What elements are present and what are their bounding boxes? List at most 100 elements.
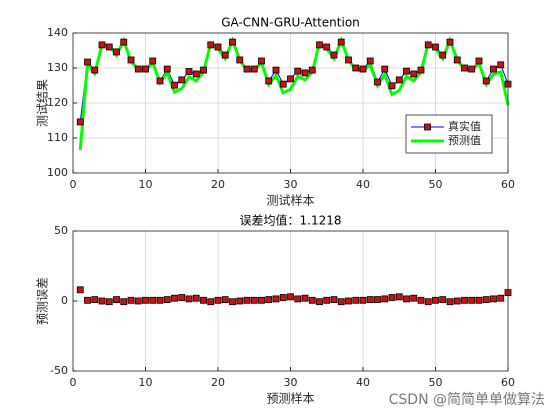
marker — [272, 66, 280, 74]
x-tick-label: 60 — [501, 178, 515, 191]
marker — [366, 296, 374, 304]
y-tick-label: -50 — [50, 364, 68, 377]
marker — [475, 296, 483, 304]
marker — [142, 296, 149, 304]
marker — [424, 41, 432, 49]
marker — [381, 65, 389, 73]
marker — [308, 296, 316, 304]
x-tick-label: 60 — [501, 376, 515, 389]
marker — [330, 296, 338, 304]
marker — [84, 296, 91, 304]
marker — [265, 296, 273, 304]
marker — [410, 294, 418, 302]
marker — [163, 65, 171, 73]
marker — [482, 77, 490, 85]
marker — [192, 294, 200, 302]
marker — [221, 51, 229, 59]
marker — [149, 296, 157, 304]
x-tick-label: 0 — [70, 376, 77, 389]
marker — [410, 70, 418, 78]
marker — [113, 48, 120, 56]
x-tick-label: 20 — [211, 376, 225, 389]
marker — [395, 293, 403, 301]
marker — [461, 64, 468, 72]
marker — [98, 41, 106, 49]
marker — [468, 296, 476, 304]
marker — [490, 65, 497, 73]
marker — [76, 286, 84, 294]
marker — [142, 65, 149, 73]
x-tick-label: 50 — [429, 376, 443, 389]
marker — [127, 296, 135, 304]
marker — [316, 41, 323, 49]
x-tick-label: 10 — [139, 376, 153, 389]
marker — [497, 61, 505, 69]
x-axis-label: 预测样本 — [266, 391, 314, 406]
marker — [163, 296, 171, 304]
marker — [185, 295, 193, 303]
marker — [352, 64, 360, 72]
marker — [359, 296, 367, 304]
legend-label: 预测值 — [448, 134, 481, 147]
marker — [287, 293, 294, 301]
marker — [214, 296, 222, 304]
marker — [207, 298, 215, 306]
marker — [446, 298, 454, 306]
x-tick-label: 40 — [356, 178, 370, 191]
marker — [294, 67, 302, 75]
marker — [323, 43, 331, 51]
marker — [156, 77, 164, 85]
marker — [178, 294, 186, 301]
marker — [323, 296, 331, 304]
marker — [403, 295, 410, 303]
marker — [337, 298, 345, 306]
marker — [308, 66, 316, 74]
y-tick-label: 120 — [47, 96, 68, 109]
marker — [258, 57, 265, 65]
marker — [403, 67, 410, 75]
marker — [134, 297, 142, 305]
marker — [374, 78, 381, 86]
legend-label: 真实值 — [448, 119, 481, 133]
y-tick-label: 130 — [47, 61, 68, 74]
marker — [453, 56, 461, 64]
marker — [229, 38, 236, 46]
marker — [432, 296, 439, 304]
marker — [236, 56, 244, 64]
marker — [171, 294, 178, 302]
marker — [243, 65, 251, 73]
marker — [98, 297, 106, 305]
marker — [395, 76, 403, 84]
axes-box — [72, 230, 509, 372]
marker — [200, 296, 207, 304]
marker — [301, 294, 309, 302]
chart-title: GA-CNN-GRU-Attention — [221, 16, 360, 30]
marker — [120, 38, 128, 46]
marker — [229, 298, 236, 306]
marker — [84, 58, 91, 66]
marker — [243, 296, 251, 304]
marker — [475, 57, 483, 65]
marker — [359, 65, 367, 73]
marker — [250, 65, 258, 73]
y-tick-label: 0 — [61, 294, 68, 307]
marker — [352, 296, 360, 304]
marker — [207, 41, 215, 49]
x-tick-label: 50 — [429, 178, 443, 191]
marker — [178, 76, 186, 84]
legend-marker — [424, 123, 431, 131]
marker — [439, 296, 447, 304]
marker — [149, 57, 157, 65]
marker — [258, 296, 265, 304]
marker — [490, 295, 497, 303]
marker — [250, 296, 258, 304]
marker — [134, 65, 142, 73]
marker — [388, 294, 396, 301]
legend-box — [405, 114, 493, 154]
marker — [221, 296, 229, 304]
y-axis-label: 预测误差 — [36, 277, 50, 325]
y-tick-label: 100 — [47, 166, 68, 179]
marker — [432, 43, 439, 51]
marker — [91, 296, 99, 304]
y-tick-label: 50 — [54, 224, 68, 237]
